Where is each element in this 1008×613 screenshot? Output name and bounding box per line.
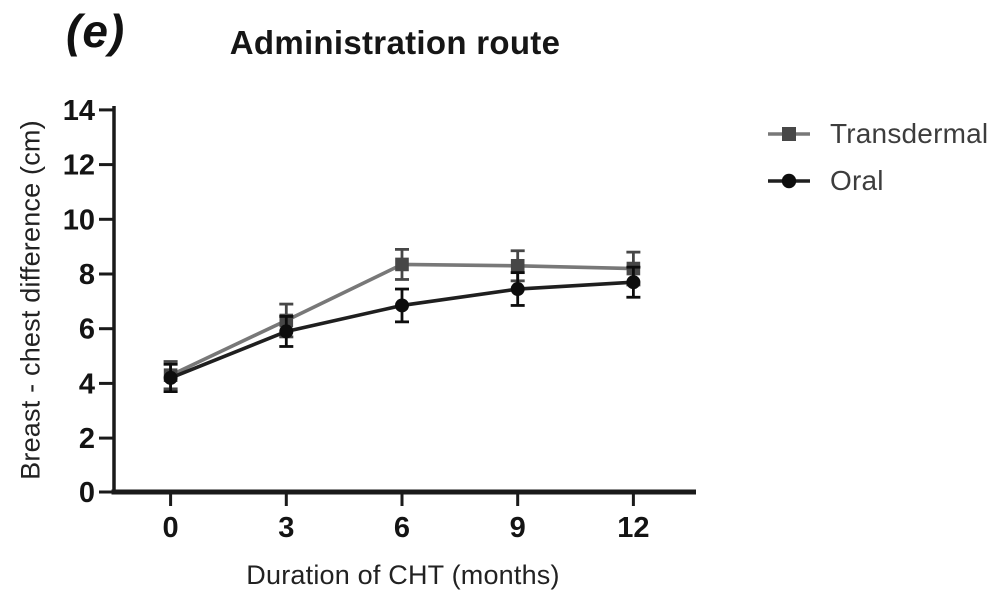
data-point: [394, 298, 409, 313]
data-point: [626, 275, 641, 290]
y-tick-label: 8: [79, 259, 95, 291]
y-tick-label: 10: [63, 204, 95, 236]
x-tick-label: 6: [394, 512, 410, 544]
series-oral: [163, 265, 641, 394]
legend-swatch-transdermal-icon: [768, 127, 810, 141]
legend: Transdermal Oral: [766, 117, 988, 198]
x-tick-label: 9: [510, 512, 526, 544]
data-point: [279, 324, 294, 339]
y-tick-label: 2: [79, 423, 95, 455]
y-tick-label: 0: [79, 477, 95, 509]
legend-label: Transdermal: [830, 118, 989, 149]
x-tick-label: 12: [617, 512, 649, 544]
x-tick-label: 0: [163, 512, 179, 544]
data-point: [163, 370, 178, 385]
legend-swatch-oral-icon: [768, 173, 810, 189]
panel-label: (e): [66, 5, 126, 57]
y-tick-label: 14: [63, 95, 95, 127]
data-point: [395, 257, 409, 272]
x-axis-label: Duration of CHT (months): [246, 560, 560, 590]
legend-item-oral: Oral: [766, 164, 988, 198]
data-point: [510, 282, 525, 297]
y-tick-label: 12: [63, 150, 95, 182]
y-tick-label: 6: [79, 314, 95, 346]
data-point: [510, 258, 525, 273]
legend-item-transdermal: Transdermal: [766, 117, 988, 151]
x-tick-label: 3: [278, 512, 294, 544]
axes: 0 2 4 6 8 10 12 14 0 3 6 9 12: [63, 95, 696, 544]
legend-label: Oral: [830, 165, 884, 196]
y-axis-label: Breast - chest difference (cm): [15, 120, 46, 480]
y-tick-label: 4: [79, 368, 95, 400]
chart-title: Administration route: [229, 24, 561, 61]
